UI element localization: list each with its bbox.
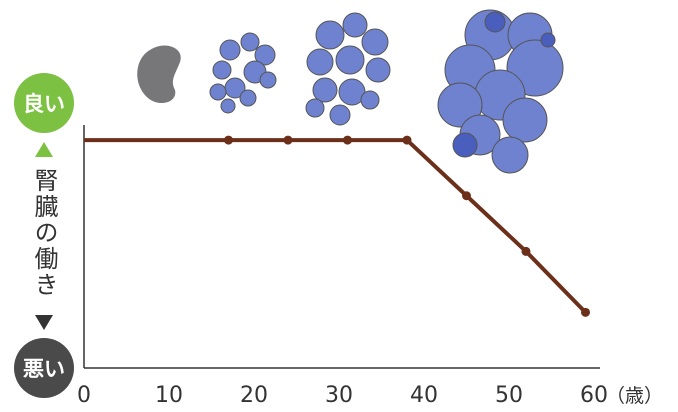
up-arrow — [35, 142, 53, 157]
y-axis-label: 腎臓の働き — [30, 168, 58, 298]
chart: 腎臓の働き 良い悪い 0 10 20 30 40 50 60（歳） — [0, 0, 678, 412]
point — [462, 191, 471, 200]
x-tick-label: 50 — [495, 383, 523, 408]
point — [284, 136, 293, 145]
x-tick-label: 0 — [77, 383, 91, 408]
y-tick-label: 良い — [23, 92, 65, 116]
x-tick-label: 40 — [410, 383, 438, 408]
point — [581, 308, 590, 317]
point — [522, 247, 531, 256]
x-tick-label: 30 — [325, 383, 353, 408]
point — [403, 136, 412, 145]
x-tick-label: 10 — [155, 383, 183, 408]
point — [343, 136, 352, 145]
x-tick-label: 20 — [240, 383, 268, 408]
x-unit: （歳） — [606, 385, 663, 407]
kidney-illustrations — [137, 10, 563, 173]
point — [224, 136, 233, 145]
x-tick-label: 60 — [580, 383, 608, 408]
y-tick-label: 悪い — [23, 357, 65, 381]
down-arrow — [35, 315, 53, 330]
